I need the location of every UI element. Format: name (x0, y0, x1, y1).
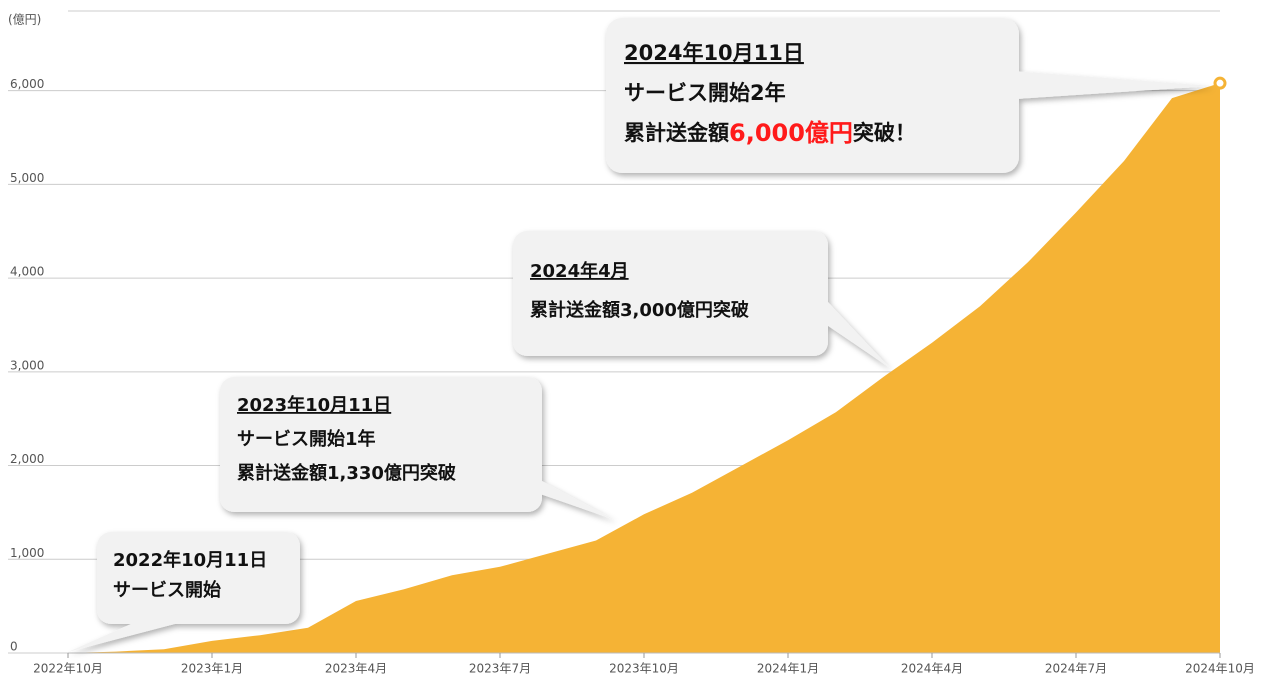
x-tick-label: 2024年10月 (1185, 662, 1255, 676)
x-tick-label: 2024年7月 (1045, 662, 1107, 676)
y-tick-label: 6,000 (10, 77, 44, 91)
y-tick-label: 5,000 (10, 171, 44, 185)
callout-text: 2022年10月11日 (113, 549, 267, 571)
callout (513, 231, 890, 368)
callout-highlight: 6,000億円 (729, 119, 853, 147)
callout-text: 2023年10月11日 (237, 394, 391, 416)
callout-text: 累計送金額3,000億円突破 (530, 299, 749, 321)
x-tick-label: 2023年4月 (325, 662, 387, 676)
callout-box (220, 377, 542, 512)
x-tick-label: 2023年1月 (181, 662, 243, 676)
callout-box (606, 18, 1019, 173)
callout (220, 377, 615, 520)
callout-text: サービス開始2年 (624, 81, 786, 105)
x-tick-label: 2023年7月 (469, 662, 531, 676)
callout-text: 突破！ (853, 121, 916, 145)
x-tick-label: 2022年10月 (33, 662, 103, 676)
callout (606, 18, 1212, 173)
callout-text: 累計送金額 (624, 121, 729, 145)
y-tick-label: 2,000 (10, 452, 44, 466)
callout-text: 2024年4月 (530, 260, 629, 282)
y-tick-label: 1,000 (10, 546, 44, 560)
callout-text: 累計送金額1,330億円突破 (237, 462, 456, 484)
callout-box (513, 231, 828, 356)
y-axis-label: (億円) (8, 13, 41, 27)
y-tick-label: 3,000 (10, 358, 44, 372)
callout-text: サービス開始1年 (237, 428, 376, 450)
callout-text: サービス開始 (113, 579, 221, 601)
end-point (1213, 76, 1227, 90)
x-tick-label: 2024年4月 (901, 662, 963, 676)
callout-text: 累計送金額6,000億円突破！ (624, 119, 916, 147)
callout-tail (68, 620, 190, 652)
callout (68, 532, 300, 652)
callout-text: 2024年10月11日 (624, 41, 804, 65)
y-tick-label: 0 (10, 640, 18, 654)
area (68, 83, 1220, 653)
y-tick-label: 4,000 (10, 265, 44, 279)
x-tick-label: 2024年1月 (757, 662, 819, 676)
callout-tail (1000, 70, 1212, 100)
callout-box (97, 532, 300, 624)
callout-tail (790, 300, 890, 368)
x-tick-label: 2023年10月 (609, 662, 679, 676)
callout-tail (500, 480, 615, 520)
